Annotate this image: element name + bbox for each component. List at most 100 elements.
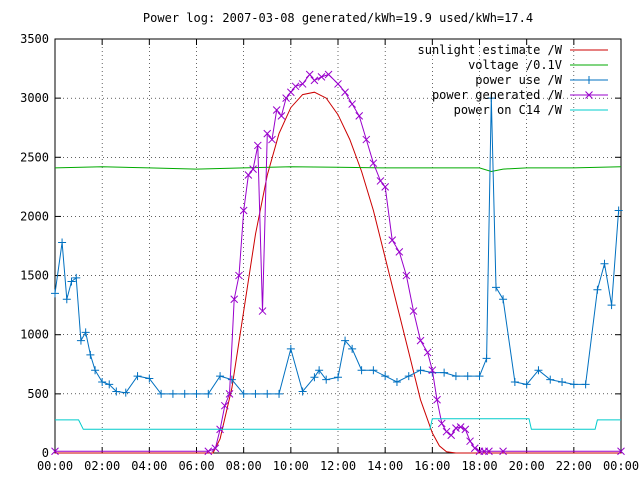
data-point bbox=[86, 350, 95, 359]
data-point bbox=[348, 344, 357, 353]
legend-label: power use /W bbox=[475, 73, 562, 87]
data-point bbox=[369, 159, 378, 168]
data-point bbox=[324, 70, 333, 79]
x-tick-label: 20:00 bbox=[509, 459, 545, 473]
data-point bbox=[534, 366, 543, 375]
data-point bbox=[105, 380, 114, 389]
data-point bbox=[482, 354, 491, 363]
x-tick-label: 00:00 bbox=[603, 459, 639, 473]
y-tick-label: 2000 bbox=[20, 209, 49, 223]
data-point bbox=[277, 112, 286, 120]
data-point bbox=[253, 141, 262, 150]
data-point bbox=[235, 271, 243, 280]
x-tick-label: 10:00 bbox=[273, 459, 309, 473]
data-point bbox=[216, 372, 225, 381]
data-point bbox=[357, 366, 366, 375]
data-point bbox=[499, 447, 507, 456]
data-point bbox=[230, 295, 239, 304]
data-point bbox=[258, 307, 267, 315]
data-point bbox=[322, 375, 331, 384]
data-point bbox=[192, 389, 201, 398]
data-point bbox=[220, 401, 229, 410]
series-line bbox=[54, 98, 620, 395]
data-point bbox=[81, 328, 90, 337]
data-point bbox=[607, 301, 616, 310]
series-line bbox=[54, 166, 622, 173]
y-tick-label: 0 bbox=[42, 446, 49, 460]
data-point bbox=[334, 373, 342, 382]
data-point bbox=[452, 424, 460, 433]
data-point bbox=[416, 366, 425, 375]
data-point bbox=[437, 419, 446, 428]
y-tick-label: 2500 bbox=[20, 150, 49, 164]
data-point bbox=[475, 372, 484, 381]
data-point bbox=[211, 444, 220, 453]
data-point bbox=[487, 94, 496, 103]
data-point bbox=[244, 171, 253, 179]
data-point bbox=[617, 447, 625, 456]
data-point bbox=[558, 378, 567, 387]
data-point bbox=[204, 447, 213, 456]
data-point bbox=[522, 380, 531, 389]
data-point bbox=[298, 80, 307, 88]
data-point bbox=[416, 336, 425, 345]
data-point bbox=[268, 135, 276, 144]
data-point bbox=[447, 431, 456, 440]
x-tick-label: 12:00 bbox=[320, 459, 356, 473]
data-point bbox=[348, 100, 357, 108]
data-point bbox=[317, 72, 326, 81]
data-point bbox=[58, 238, 67, 247]
y-tick-label: 3500 bbox=[20, 32, 49, 46]
x-tick-label: 06:00 bbox=[178, 459, 214, 473]
data-point bbox=[286, 88, 295, 97]
data-point bbox=[227, 375, 236, 384]
data-point bbox=[112, 387, 121, 396]
data-point bbox=[569, 380, 578, 389]
data-point bbox=[461, 425, 470, 434]
data-point bbox=[392, 378, 401, 387]
data-point bbox=[440, 368, 449, 377]
plot-frame bbox=[54, 38, 622, 454]
data-point bbox=[204, 389, 213, 398]
series-3 bbox=[51, 70, 625, 456]
data-point bbox=[239, 206, 248, 215]
data-point bbox=[510, 378, 519, 387]
x-tick-label: 08:00 bbox=[226, 459, 262, 473]
data-point bbox=[466, 437, 474, 446]
data-point bbox=[362, 135, 371, 144]
data-point bbox=[51, 447, 59, 456]
data-point bbox=[225, 390, 234, 398]
series-4 bbox=[55, 418, 621, 430]
series-group bbox=[51, 70, 625, 456]
data-point bbox=[402, 271, 411, 280]
data-point bbox=[275, 389, 284, 398]
x-tick-label: 16:00 bbox=[414, 459, 450, 473]
y-tick-label: 500 bbox=[27, 387, 49, 401]
data-point bbox=[381, 183, 390, 191]
data-point bbox=[310, 76, 319, 85]
data-point bbox=[381, 372, 390, 381]
x-tick-label: 14:00 bbox=[367, 459, 403, 473]
data-point bbox=[334, 80, 342, 88]
data-point bbox=[145, 374, 154, 383]
data-point bbox=[388, 236, 397, 244]
data-point bbox=[423, 348, 432, 357]
legend-label: sunlight estimate /W bbox=[418, 43, 563, 57]
y-tick-label: 3000 bbox=[20, 91, 49, 105]
data-point bbox=[121, 388, 130, 397]
data-point bbox=[305, 70, 314, 79]
data-point bbox=[168, 389, 177, 398]
data-point bbox=[433, 395, 441, 404]
data-point bbox=[298, 387, 307, 396]
legend-label: power on C14 /W bbox=[454, 103, 563, 117]
x-tick-label: 02:00 bbox=[84, 459, 120, 473]
data-point bbox=[492, 283, 501, 292]
data-point bbox=[442, 427, 451, 436]
data-point bbox=[180, 389, 189, 398]
data-point bbox=[67, 277, 76, 286]
series-2 bbox=[51, 94, 623, 398]
legend-label: power generated /W bbox=[432, 88, 563, 102]
x-tick-label: 18:00 bbox=[461, 459, 497, 473]
